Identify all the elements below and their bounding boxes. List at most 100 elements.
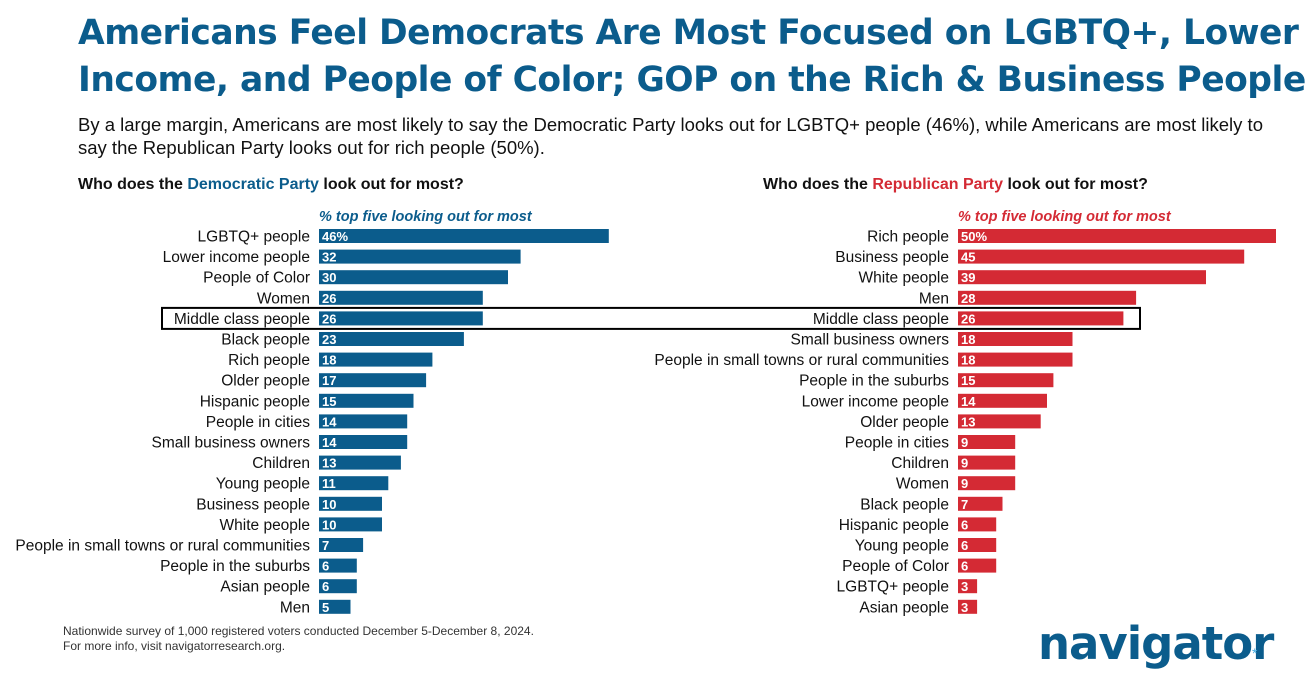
dem-bar xyxy=(319,599,351,614)
dem-bar-value: 11 xyxy=(322,476,336,491)
footnote-line-2: For more info, visit navigatorresearch.o… xyxy=(63,639,286,653)
gop-bar xyxy=(958,290,1137,305)
dem-bar-value: 26 xyxy=(322,291,336,306)
dem-bar xyxy=(319,332,464,346)
gop-category-label: Asian people xyxy=(859,599,949,616)
gop-bar-value: 18 xyxy=(961,353,975,368)
dem-bar xyxy=(319,414,408,429)
dem-category-label: Men xyxy=(280,599,310,616)
dem-bar xyxy=(319,229,609,243)
dem-bar-value: 10 xyxy=(322,497,336,512)
dem-bar xyxy=(319,435,408,449)
gop-category-label: Lower income people xyxy=(802,393,949,410)
gop-bar-value: 28 xyxy=(961,291,975,306)
dem-bar xyxy=(319,558,357,573)
dem-category-label: Black people xyxy=(221,332,310,349)
gop-bar-value: 9 xyxy=(961,435,968,450)
gop-bar xyxy=(958,229,1276,243)
dem-metric-label: % top five looking out for most xyxy=(319,209,533,225)
gop-bar xyxy=(958,249,1245,264)
dem-bar-value: 7 xyxy=(322,538,329,553)
dem-category-label: People of Color xyxy=(203,270,310,287)
dem-bar-value: 10 xyxy=(322,517,336,532)
gop-bar xyxy=(958,455,1016,470)
gop-category-label: People in cities xyxy=(845,435,950,452)
dem-bar-value: 18 xyxy=(322,353,336,368)
dem-bar-value: 23 xyxy=(322,332,336,347)
gop-bar-value: 3 xyxy=(961,600,968,615)
dem-bar-value: 14 xyxy=(322,414,337,429)
dem-category-label: Rich people xyxy=(228,352,310,369)
footnote-line-1: Nationwide survey of 1,000 registered vo… xyxy=(63,624,534,638)
gop-category-label: People in small towns or rural communiti… xyxy=(654,352,949,369)
gop-category-label: Hispanic people xyxy=(839,517,949,534)
dem-bar xyxy=(319,517,382,532)
dem-category-label: LGBTQ+ people xyxy=(198,229,310,246)
gop-category-label: People of Color xyxy=(842,558,949,575)
gop-bar-value: 15 xyxy=(961,373,975,388)
dem-category-label: White people xyxy=(220,517,310,534)
gop-bar xyxy=(958,496,1003,511)
gop-bar-value: 18 xyxy=(961,332,975,347)
dem-category-label: Hispanic people xyxy=(200,393,310,410)
dem-bar xyxy=(319,496,382,511)
dem-bar xyxy=(319,579,357,594)
title-line-2: Income, and People of Color; GOP on the … xyxy=(78,60,1306,100)
dem-category-label: Older people xyxy=(221,373,310,390)
dem-question: Who does the Democratic Party look out f… xyxy=(78,176,464,193)
dem-bar xyxy=(319,455,401,470)
gop-category-label: Business people xyxy=(835,249,949,266)
gop-bar xyxy=(958,538,997,552)
dem-bar xyxy=(319,270,508,285)
gop-question-suffix: look out for most? xyxy=(1003,176,1148,193)
gop-category-label: Men xyxy=(919,290,949,307)
gop-bar-value: 45 xyxy=(961,250,975,265)
gop-bar xyxy=(958,352,1073,367)
dem-category-label: Small business owners xyxy=(151,435,310,452)
dem-bar xyxy=(319,311,483,326)
gop-bar xyxy=(958,414,1041,429)
gop-bar xyxy=(958,332,1073,346)
gop-bar xyxy=(958,435,1016,449)
dem-category-label: Young people xyxy=(216,476,310,493)
gop-category-label: Older people xyxy=(860,414,949,431)
logo-star-icon: * xyxy=(1252,645,1258,661)
dem-category-label: Business people xyxy=(196,496,310,513)
page-title: Americans Feel Democrats Are Most Focuse… xyxy=(78,10,1306,104)
gop-category-label: Rich people xyxy=(867,229,949,246)
gop-category-label: People in the suburbs xyxy=(799,373,949,390)
dem-bar-value: 26 xyxy=(322,311,336,326)
dem-bar-value: 5 xyxy=(322,600,329,615)
gop-bar-value: 9 xyxy=(961,476,968,491)
dem-bar xyxy=(319,538,364,552)
title-line-1: Americans Feel Democrats Are Most Focuse… xyxy=(78,13,1299,53)
dem-bar-value: 15 xyxy=(322,394,336,409)
gop-bar xyxy=(958,476,1016,491)
dem-category-label: Children xyxy=(252,455,310,472)
gop-category-label: LGBTQ+ people xyxy=(837,579,949,596)
dem-bar-value: 30 xyxy=(322,270,336,285)
gop-category-label: Small business owners xyxy=(790,332,949,349)
dem-category-label: Women xyxy=(257,290,310,307)
gop-bar xyxy=(958,599,978,614)
dem-bar xyxy=(319,290,483,305)
dem-category-label: Lower income people xyxy=(163,249,310,266)
gop-bar-value: 7 xyxy=(961,497,968,512)
dem-category-label: People in small towns or rural communiti… xyxy=(15,538,310,555)
dem-bar xyxy=(319,476,389,491)
dem-question-prefix: Who does the xyxy=(78,176,187,193)
dem-bar-value: 6 xyxy=(322,579,329,594)
gop-bar xyxy=(958,558,997,573)
dem-bar xyxy=(319,352,433,367)
page-subtitle: By a large margin, Americans are most li… xyxy=(78,114,1263,158)
gop-bar-value: 39 xyxy=(961,270,975,285)
dem-category-label: People in the suburbs xyxy=(160,558,310,575)
gop-bar xyxy=(958,311,1124,326)
gop-category-label: Children xyxy=(891,455,949,472)
gop-category-label: Young people xyxy=(855,538,949,555)
footnote: Nationwide survey of 1,000 registered vo… xyxy=(63,624,534,654)
dem-bar-value: 14 xyxy=(322,435,337,450)
gop-bar xyxy=(958,270,1206,285)
gop-category-label: Black people xyxy=(860,496,949,513)
